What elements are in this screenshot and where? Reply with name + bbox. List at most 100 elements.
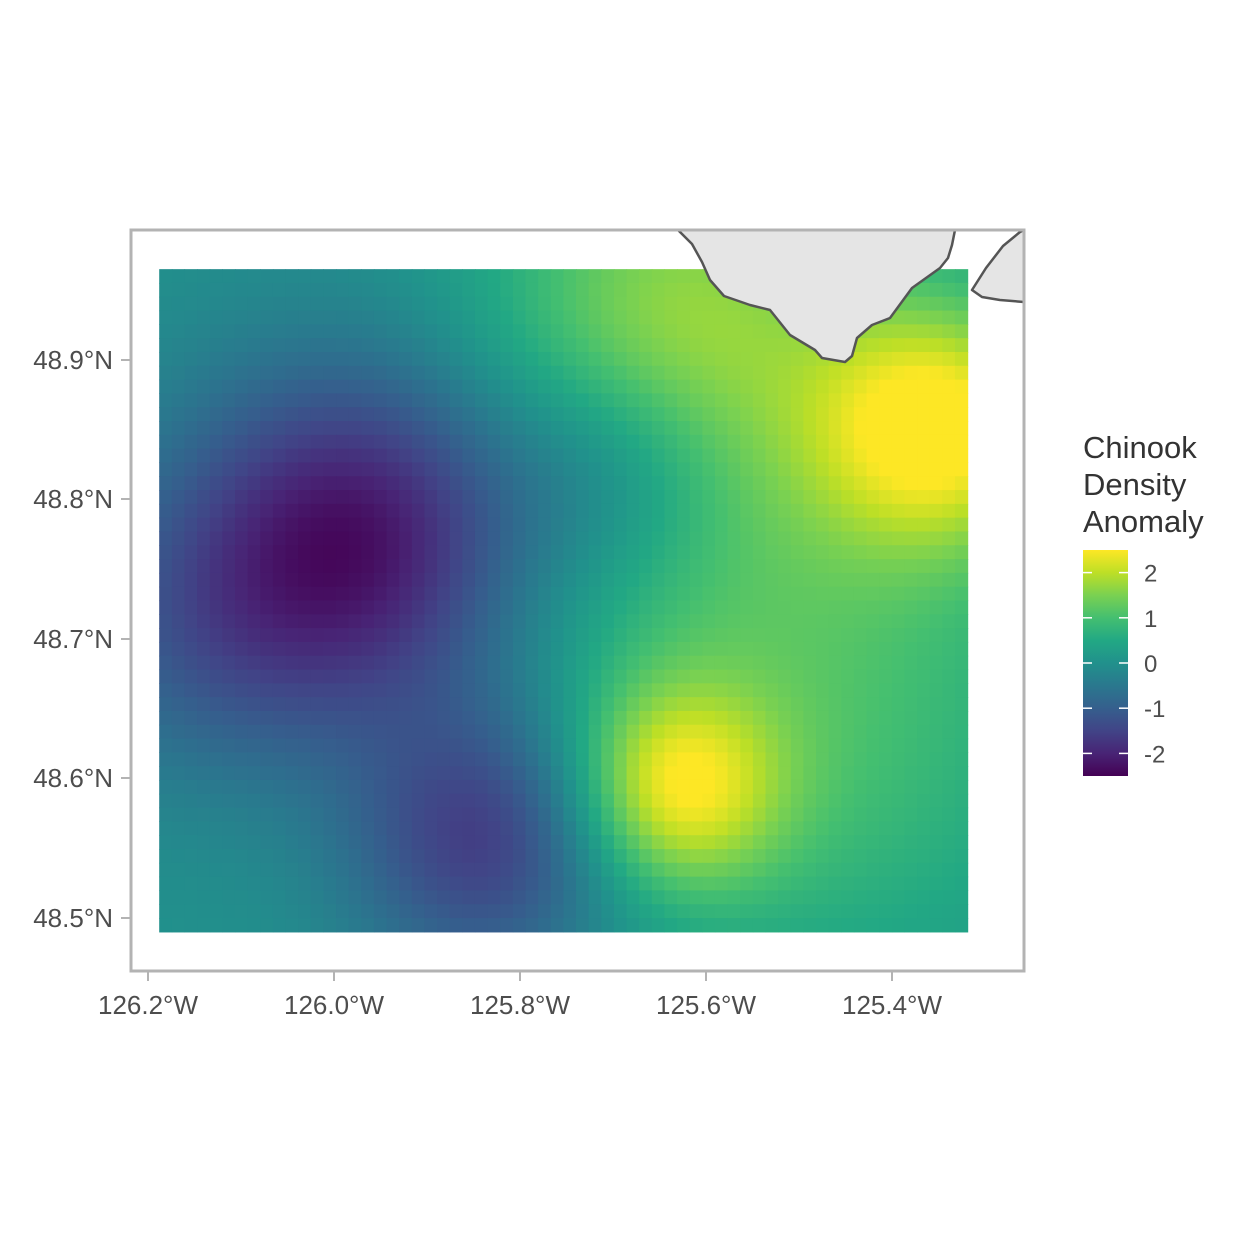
raster-cell bbox=[184, 559, 198, 574]
raster-cell bbox=[651, 476, 666, 491]
raster-cell bbox=[942, 407, 956, 422]
raster-cell bbox=[714, 724, 729, 740]
raster-cell bbox=[891, 407, 906, 422]
raster-cell bbox=[891, 862, 906, 878]
raster-cell bbox=[184, 600, 198, 615]
raster-cell bbox=[424, 807, 438, 823]
raster-cell bbox=[361, 296, 375, 312]
raster-cell bbox=[879, 393, 893, 408]
raster-cell bbox=[361, 683, 375, 698]
raster-cell bbox=[664, 807, 678, 823]
raster-cell bbox=[437, 434, 451, 450]
raster-cell bbox=[929, 821, 943, 836]
raster-cell bbox=[853, 752, 868, 767]
raster-cell bbox=[424, 365, 438, 381]
raster-cell bbox=[803, 724, 817, 740]
raster-cell bbox=[778, 379, 792, 395]
raster-cell bbox=[778, 490, 792, 505]
raster-cell bbox=[260, 876, 274, 892]
raster-cell bbox=[550, 849, 564, 864]
x-tick-label: 125.6°W bbox=[656, 990, 756, 1020]
raster-cell bbox=[626, 890, 640, 905]
raster-cell bbox=[841, 904, 855, 919]
raster-cell bbox=[197, 876, 211, 892]
raster-cell bbox=[866, 434, 880, 450]
raster-cell bbox=[651, 655, 666, 671]
raster-cell bbox=[929, 379, 943, 395]
raster-cell bbox=[500, 876, 514, 892]
raster-cell bbox=[424, 545, 438, 560]
raster-cell bbox=[576, 766, 590, 781]
raster-cell bbox=[891, 779, 906, 795]
raster-cell bbox=[639, 793, 653, 809]
raster-cell bbox=[765, 807, 779, 823]
raster-cell bbox=[942, 628, 956, 643]
raster-cell bbox=[512, 876, 527, 892]
raster-cell bbox=[424, 324, 438, 339]
raster-cell bbox=[411, 545, 426, 560]
raster-cell bbox=[298, 766, 312, 781]
raster-cell bbox=[677, 379, 691, 395]
raster-cell bbox=[563, 379, 577, 395]
raster-cell bbox=[234, 517, 249, 533]
raster-cell bbox=[828, 779, 842, 795]
raster-cell bbox=[803, 545, 817, 560]
raster-cell bbox=[449, 752, 463, 767]
raster-cell bbox=[740, 697, 754, 712]
raster-cell bbox=[462, 724, 476, 740]
raster-cell bbox=[639, 365, 653, 381]
raster-cell bbox=[942, 448, 956, 464]
raster-cell bbox=[209, 517, 223, 533]
raster-cell bbox=[613, 835, 628, 850]
raster-cell bbox=[550, 393, 564, 408]
raster-cell bbox=[474, 310, 489, 325]
raster-cell bbox=[197, 503, 211, 519]
raster-cell bbox=[664, 517, 678, 533]
raster-cell bbox=[664, 849, 678, 864]
raster-cell bbox=[714, 655, 729, 671]
raster-cell bbox=[740, 351, 754, 367]
raster-cell bbox=[803, 531, 817, 546]
raster-cell bbox=[778, 448, 792, 464]
raster-cell bbox=[222, 793, 236, 809]
raster-cell bbox=[752, 379, 767, 395]
raster-cell bbox=[816, 835, 830, 850]
raster-cell bbox=[449, 448, 463, 464]
raster-cell bbox=[361, 407, 375, 422]
raster-cell bbox=[664, 752, 678, 767]
raster-cell bbox=[209, 407, 223, 422]
raster-cell bbox=[904, 517, 918, 533]
raster-cell bbox=[803, 503, 817, 519]
raster-cell bbox=[285, 655, 299, 671]
raster-cell bbox=[424, 462, 438, 477]
raster-cell bbox=[373, 434, 388, 450]
raster-cell bbox=[714, 600, 729, 615]
raster-cell bbox=[487, 835, 501, 850]
raster-cell bbox=[197, 807, 211, 823]
raster-cell bbox=[714, 738, 729, 753]
raster-cell bbox=[323, 476, 337, 491]
raster-cell bbox=[601, 421, 615, 436]
raster-cell bbox=[917, 351, 931, 367]
raster-cell bbox=[752, 310, 767, 325]
raster-cell bbox=[677, 296, 691, 312]
raster-cell bbox=[348, 324, 362, 339]
raster-cell bbox=[891, 421, 906, 436]
raster-cell bbox=[512, 351, 527, 367]
raster-cell bbox=[361, 862, 375, 878]
raster-cell bbox=[310, 531, 324, 546]
raster-cell bbox=[222, 572, 236, 588]
raster-cell bbox=[336, 310, 350, 325]
raster-cell bbox=[184, 821, 198, 836]
raster-cell bbox=[474, 766, 489, 781]
raster-cell bbox=[790, 683, 804, 698]
raster-cell bbox=[778, 614, 792, 629]
raster-cell bbox=[399, 338, 413, 353]
raster-cell bbox=[929, 559, 943, 574]
raster-cell bbox=[336, 807, 350, 823]
raster-cell bbox=[336, 365, 350, 381]
raster-cell bbox=[247, 876, 261, 892]
raster-cell bbox=[954, 338, 969, 353]
raster-cell bbox=[525, 421, 539, 436]
raster-cell bbox=[184, 586, 198, 602]
